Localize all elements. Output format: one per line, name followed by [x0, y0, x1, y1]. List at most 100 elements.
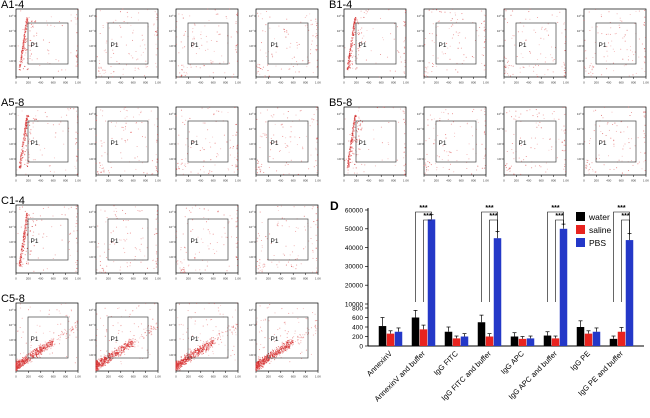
- x-tick-label: 1.0K: [315, 277, 321, 281]
- x-tick-label: 400: [118, 375, 123, 379]
- x-tick-label: 0: [343, 81, 345, 85]
- x-tick-label: 1.0K: [235, 375, 241, 379]
- sig-stars: ***: [419, 205, 427, 212]
- bar-PBS: [592, 331, 601, 346]
- x-tick-label: 800: [471, 81, 476, 85]
- x-tick-label: 1.0K: [315, 179, 321, 183]
- bar-PBS: [427, 219, 436, 346]
- x-tick-label: 0: [423, 179, 425, 183]
- x-tick-label: 600: [131, 179, 136, 183]
- y-tick-label: 10⁴: [89, 127, 94, 131]
- gate-p1-rect: [435, 22, 477, 65]
- x-tick-label: 0: [343, 179, 345, 183]
- x-tick-label: 0: [175, 277, 177, 281]
- panel-label: C1-4: [1, 195, 25, 207]
- x-tick-label: 1.0K: [235, 81, 241, 85]
- x-tick-label: 400: [606, 81, 611, 85]
- y-tick-label: 10⁵: [497, 14, 502, 18]
- x-tick-label: 200: [266, 375, 271, 379]
- x-tick-label: 600: [619, 179, 624, 183]
- gate-p1-rect: [595, 22, 637, 65]
- y-tick-label: 10³: [417, 44, 421, 48]
- y-tick-label: 200: [352, 334, 363, 341]
- legend-label-saline: saline: [589, 225, 611, 235]
- y-tick-label: 10⁵: [249, 14, 254, 18]
- x-tick-label: 600: [619, 81, 624, 85]
- plot-frame: [255, 8, 319, 78]
- y-tick-label: 10²: [89, 157, 93, 161]
- x-tick-label: 600: [459, 179, 464, 183]
- flow-scatter-plot: P1 0 200 400 600 800 1.0K 10⁵ 10⁴ 10³ 10²: [249, 8, 321, 85]
- plots-row: P1 0 200 400 600 800 1.0K 10⁵ 10⁴ 10³ 10² P1 0 200 400…: [331, 2, 650, 96]
- x-tick-label: 0: [175, 81, 177, 85]
- panel-d-label: D: [330, 199, 339, 213]
- bar-water: [444, 331, 453, 346]
- x-tick-label: 0: [175, 375, 177, 379]
- y-tick-label: 0: [359, 343, 363, 350]
- x-tick-label: 0: [95, 81, 97, 85]
- y-tick-label: 10⁵: [249, 308, 254, 312]
- x-tick-label: 600: [379, 81, 384, 85]
- x-tick-label: 800: [223, 375, 228, 379]
- y-tick-label: 10⁴: [497, 127, 502, 131]
- x-tick-label: 400: [38, 179, 43, 183]
- x-tick-label: 200: [26, 375, 31, 379]
- x-tick-label: 600: [291, 375, 296, 379]
- y-tick-label: 10²: [89, 255, 93, 259]
- gate-p1-rect: [27, 120, 69, 163]
- y-tick-label: 10³: [249, 142, 253, 146]
- flow-scatter-plot: P1 0 200 400 600 800 1.0K 10⁵ 10⁴ 10³ 10²: [89, 204, 161, 281]
- y-tick-label: 10⁵: [169, 308, 174, 312]
- y-tick-label: 10²: [9, 255, 13, 259]
- y-tick-label: 10⁵: [89, 112, 94, 116]
- x-tick-label: 400: [38, 277, 43, 281]
- y-tick-label: 10³: [89, 44, 93, 48]
- y-tick-label: 10³: [249, 44, 253, 48]
- sig-stars: ***: [485, 205, 493, 212]
- panel-group-c1-4: C1-4 P1 0 200 400 600 800 1.0K 10⁵ 10⁴ 10³ 10² P1 0 20…: [0, 196, 328, 294]
- x-tick-label: 800: [143, 179, 148, 183]
- x-tick-label: 400: [38, 81, 43, 85]
- y-tick-label: 10³: [337, 44, 341, 48]
- gate-p1-rect: [107, 120, 149, 163]
- scatter-dots: [504, 8, 567, 78]
- x-tick-label: 800: [303, 375, 308, 379]
- x-tick-label: 1.0K: [563, 81, 569, 85]
- gate-p1-label: P1: [271, 238, 279, 245]
- x-tick-label: 800: [471, 179, 476, 183]
- x-tick-label: 800: [223, 179, 228, 183]
- bar-water: [477, 322, 486, 346]
- y-tick-label: 10⁴: [169, 127, 174, 131]
- y-tick-label: 10³: [249, 240, 253, 244]
- flow-scatter-plot: P1 0 200 400 600 800 1.0K 10⁵ 10⁴ 10³ 10²: [169, 302, 241, 379]
- x-tick-label: 800: [63, 81, 68, 85]
- scatter-dots: [584, 106, 647, 176]
- scatter-dots: [16, 204, 79, 272]
- bar-water: [576, 327, 585, 346]
- gate-p1-label: P1: [31, 336, 39, 343]
- x-tick-label: 1.0K: [403, 179, 409, 183]
- x-tick-label: 400: [198, 81, 203, 85]
- panel-group-c5-8: C5-8 P1 0 200 400 600 800 1.0K 10⁵ 10⁴ 10³ 10² P1 0 20…: [0, 294, 328, 392]
- y-tick-label: 10⁴: [169, 225, 174, 229]
- panel-group-b5-8: B5-8 P1 0 200 400 600 800 1.0K 10⁵ 10⁴ 10³ 10² P1 0 20…: [328, 98, 650, 196]
- x-tick-label: 1.0K: [75, 179, 81, 183]
- bar-saline: [551, 338, 560, 346]
- x-tick-label: 800: [143, 375, 148, 379]
- y-tick-label: 10³: [249, 338, 253, 342]
- x-tick-label: 600: [291, 277, 296, 281]
- y-tick-label: 10⁴: [169, 29, 174, 33]
- x-tick-label: 0: [175, 179, 177, 183]
- y-tick-label: 10²: [497, 59, 501, 63]
- y-tick-label: 10⁴: [337, 29, 342, 33]
- gate-p1-rect: [107, 316, 149, 359]
- y-tick-label: 10²: [337, 59, 341, 63]
- gate-p1-label: P1: [191, 140, 199, 147]
- scatter-dots: [504, 106, 567, 176]
- x-tick-label: 0: [423, 81, 425, 85]
- gate-p1-rect: [355, 120, 397, 163]
- gate-p1-rect: [187, 22, 229, 65]
- x-tick-label: 800: [631, 81, 636, 85]
- y-tick-label: 10⁴: [337, 127, 342, 131]
